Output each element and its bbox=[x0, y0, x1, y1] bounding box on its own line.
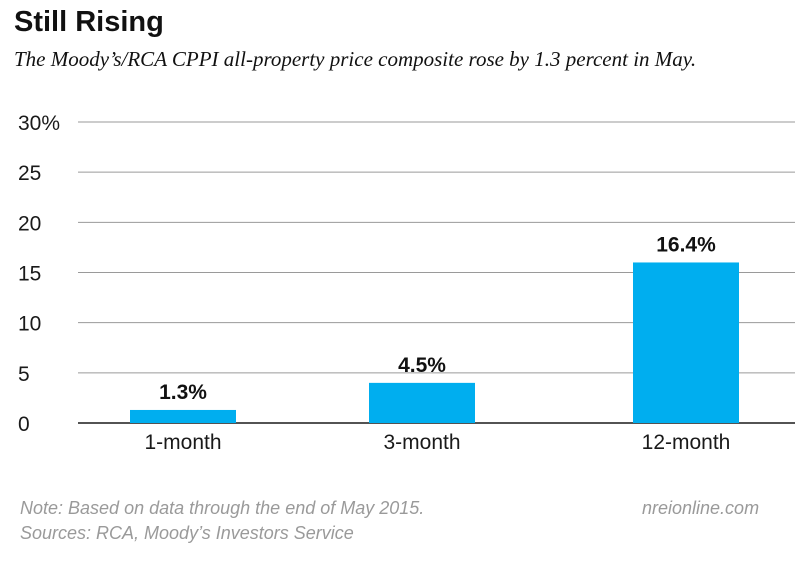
bar-chart: 0 5 10 15 20 25 30% 1.3% 4.5% 16.4% 1-month 3-mon… bbox=[18, 112, 795, 454]
y-tick-label: 25 bbox=[18, 162, 41, 185]
y-tick-label: 15 bbox=[18, 263, 41, 286]
footnote-note: Note: Based on data through the end of M… bbox=[20, 498, 425, 518]
x-tick-label: 12-month bbox=[642, 431, 731, 454]
footnote-sources: Sources: RCA, Moody’s Investors Service bbox=[20, 523, 354, 543]
bar-12-month bbox=[633, 262, 739, 423]
bar-1-month bbox=[130, 409, 236, 423]
bars: 1.3% 4.5% 16.4% bbox=[130, 233, 739, 423]
data-label: 1.3% bbox=[159, 381, 207, 404]
data-label: 16.4% bbox=[656, 233, 716, 256]
y-tick-label: 10 bbox=[18, 313, 41, 336]
chart-title: Still Rising bbox=[14, 6, 164, 38]
bar-3-month bbox=[369, 382, 475, 423]
y-tick-label: 20 bbox=[18, 212, 41, 235]
y-tick-label: 5 bbox=[18, 363, 30, 386]
x-axis: 1-month 3-month 12-month bbox=[144, 431, 730, 454]
chart-subtitle: The Moody’s/RCA CPPI all-property price … bbox=[14, 47, 697, 71]
x-tick-label: 1-month bbox=[144, 431, 221, 454]
y-axis: 0 5 10 15 20 25 30% bbox=[18, 112, 60, 436]
credit-link[interactable]: nreionline.com bbox=[642, 498, 760, 518]
y-tick-label: 0 bbox=[18, 413, 30, 436]
x-tick-label: 3-month bbox=[383, 431, 460, 454]
data-label: 4.5% bbox=[398, 354, 446, 377]
y-tick-label: 30% bbox=[18, 112, 60, 135]
